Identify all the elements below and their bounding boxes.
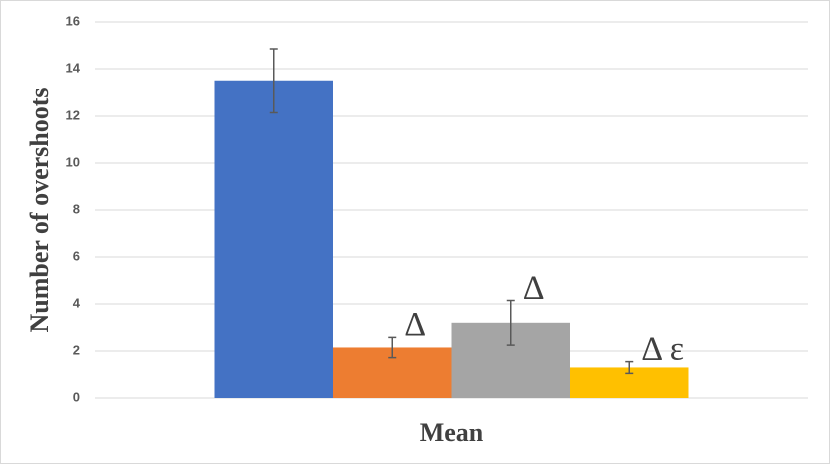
y-tick-label: 10 bbox=[66, 154, 80, 169]
annotation: Δ bbox=[523, 269, 545, 306]
y-tick-label: 0 bbox=[73, 389, 80, 404]
y-tick-label: 14 bbox=[66, 60, 81, 75]
y-tick-label: 16 bbox=[66, 13, 80, 28]
error-bar bbox=[506, 299, 515, 346]
y-axis-label: Number of overshoots bbox=[25, 87, 54, 332]
x-tick-label: Mean bbox=[420, 418, 484, 447]
error-bar bbox=[625, 360, 634, 375]
annotation: Δ ε bbox=[641, 330, 684, 367]
y-tick-label: 12 bbox=[66, 107, 80, 122]
error-bar bbox=[388, 336, 397, 359]
y-tick-label: 4 bbox=[73, 295, 81, 310]
y-tick-label: 8 bbox=[73, 201, 80, 216]
y-tick-label: 6 bbox=[73, 248, 80, 263]
annotation: Δ bbox=[404, 306, 426, 343]
y-tick-label: 2 bbox=[73, 342, 80, 357]
error-bar bbox=[269, 48, 278, 114]
bar bbox=[214, 80, 333, 398]
